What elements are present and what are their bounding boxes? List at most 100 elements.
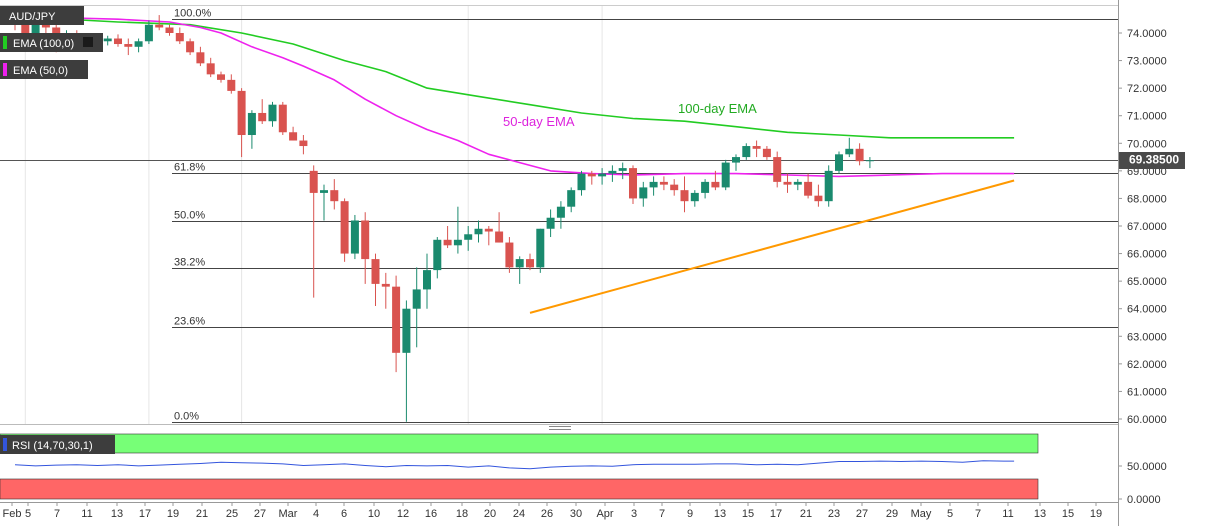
candle-body [855, 148, 864, 162]
candlestick[interactable] [814, 184, 823, 207]
candlestick[interactable] [381, 272, 390, 309]
candle-body [587, 173, 596, 177]
candlestick[interactable] [618, 162, 627, 180]
price-axis-labels[interactable]: 74.000073.000072.000071.000070.000069.00… [1118, 28, 1167, 506]
candlestick[interactable] [330, 179, 339, 210]
candlestick[interactable] [598, 168, 607, 185]
candlestick[interactable] [340, 198, 349, 262]
candlestick[interactable] [721, 159, 730, 191]
candlestick[interactable] [320, 184, 328, 221]
rsi-line[interactable] [14, 460, 1015, 470]
candlestick[interactable] [773, 151, 782, 188]
candlestick[interactable] [505, 237, 514, 273]
candlestick[interactable] [412, 267, 421, 348]
candlestick[interactable] [536, 228, 545, 273]
ema50-line[interactable] [14, 15, 1015, 178]
candlestick[interactable] [165, 24, 174, 36]
candlestick[interactable] [124, 38, 133, 56]
candlestick[interactable] [742, 143, 751, 160]
candlestick[interactable] [134, 38, 143, 53]
candlestick[interactable] [247, 110, 256, 149]
candlestick[interactable] [309, 165, 318, 298]
candlestick[interactable] [495, 212, 504, 243]
candlestick[interactable] [453, 206, 462, 254]
candlesticks[interactable] [11, 15, 874, 422]
candlestick[interactable] [103, 35, 112, 46]
candlestick[interactable] [845, 137, 854, 158]
candlestick[interactable] [824, 165, 833, 207]
candlestick[interactable] [196, 46, 205, 67]
candlestick[interactable] [114, 34, 122, 47]
candlestick[interactable] [268, 101, 277, 127]
candlestick[interactable] [443, 226, 452, 249]
candlestick[interactable] [546, 209, 555, 238]
candlestick[interactable] [350, 214, 359, 260]
candlestick[interactable] [144, 20, 153, 45]
candlestick[interactable] [793, 179, 802, 191]
candlestick[interactable] [659, 176, 668, 191]
candlestick[interactable] [670, 179, 679, 196]
candlestick[interactable] [474, 220, 483, 243]
candlestick[interactable] [762, 146, 771, 160]
candlestick[interactable] [433, 237, 442, 279]
candlestick[interactable] [608, 165, 617, 182]
candle-body [556, 206, 565, 218]
candlestick[interactable] [392, 275, 401, 373]
candlestick[interactable] [680, 176, 689, 213]
candlestick[interactable] [186, 38, 195, 56]
legend-ema50-box[interactable] [0, 60, 88, 79]
legend-ema100-box[interactable] [0, 33, 103, 52]
candlestick[interactable] [556, 201, 565, 229]
candlestick[interactable] [423, 253, 431, 309]
candlestick[interactable] [690, 190, 699, 207]
candlestick[interactable] [865, 157, 874, 169]
rsi-pane[interactable] [0, 433, 1039, 500]
legend-symbol-box[interactable] [0, 6, 84, 25]
candlestick[interactable] [258, 99, 267, 124]
candlestick[interactable] [587, 170, 596, 185]
candlestick[interactable] [783, 173, 792, 193]
candle-body [608, 170, 617, 174]
candlestick[interactable] [629, 165, 637, 204]
candlestick[interactable] [237, 88, 246, 158]
candlestick[interactable] [649, 176, 658, 196]
candle-body [670, 184, 679, 191]
candlestick[interactable] [175, 27, 184, 45]
candlestick[interactable] [577, 170, 586, 196]
candlestick[interactable] [732, 154, 740, 171]
candlestick[interactable] [804, 173, 813, 199]
legend[interactable]: AUD/JPY EMA (100,0) EMA (50,0) RSI (14,7… [0, 6, 115, 454]
candle-body [515, 259, 524, 268]
support-trendline[interactable] [529, 179, 1015, 314]
candlestick[interactable] [278, 101, 287, 136]
candlestick[interactable] [484, 226, 493, 246]
candlestick[interactable] [299, 135, 308, 155]
candlestick[interactable] [402, 300, 411, 422]
ema50-annotation: 50-day EMA [503, 114, 575, 129]
candlestick[interactable] [526, 253, 534, 271]
candlestick[interactable] [567, 187, 576, 213]
candle-body [175, 33, 184, 42]
candlestick[interactable] [515, 256, 524, 284]
candlestick[interactable] [855, 143, 864, 166]
candlestick[interactable] [835, 151, 843, 174]
candlestick[interactable] [639, 181, 648, 207]
candlestick[interactable] [289, 126, 298, 141]
candlestick[interactable] [371, 253, 380, 306]
candlestick[interactable] [701, 179, 710, 199]
candlestick[interactable] [206, 57, 215, 78]
candlestick[interactable] [155, 15, 164, 31]
candlestick[interactable] [711, 170, 720, 191]
ema100-line[interactable] [14, 15, 1015, 139]
candlestick[interactable] [361, 212, 370, 284]
time-axis-labels[interactable]: Feb 5 7 11 13 17 19 21 25 27 Mar 4 6 10 12 16 18 20 24 26 30… [3, 502, 1103, 520]
candlestick[interactable] [217, 71, 225, 83]
legend-ema100-settings-icon[interactable] [83, 37, 93, 47]
price-tick-label: 71.0000 [1127, 111, 1167, 123]
candlestick[interactable] [752, 140, 761, 158]
candlestick[interactable] [464, 226, 473, 251]
candlestick[interactable] [227, 74, 236, 94]
legend-rsi-box[interactable] [0, 435, 115, 454]
